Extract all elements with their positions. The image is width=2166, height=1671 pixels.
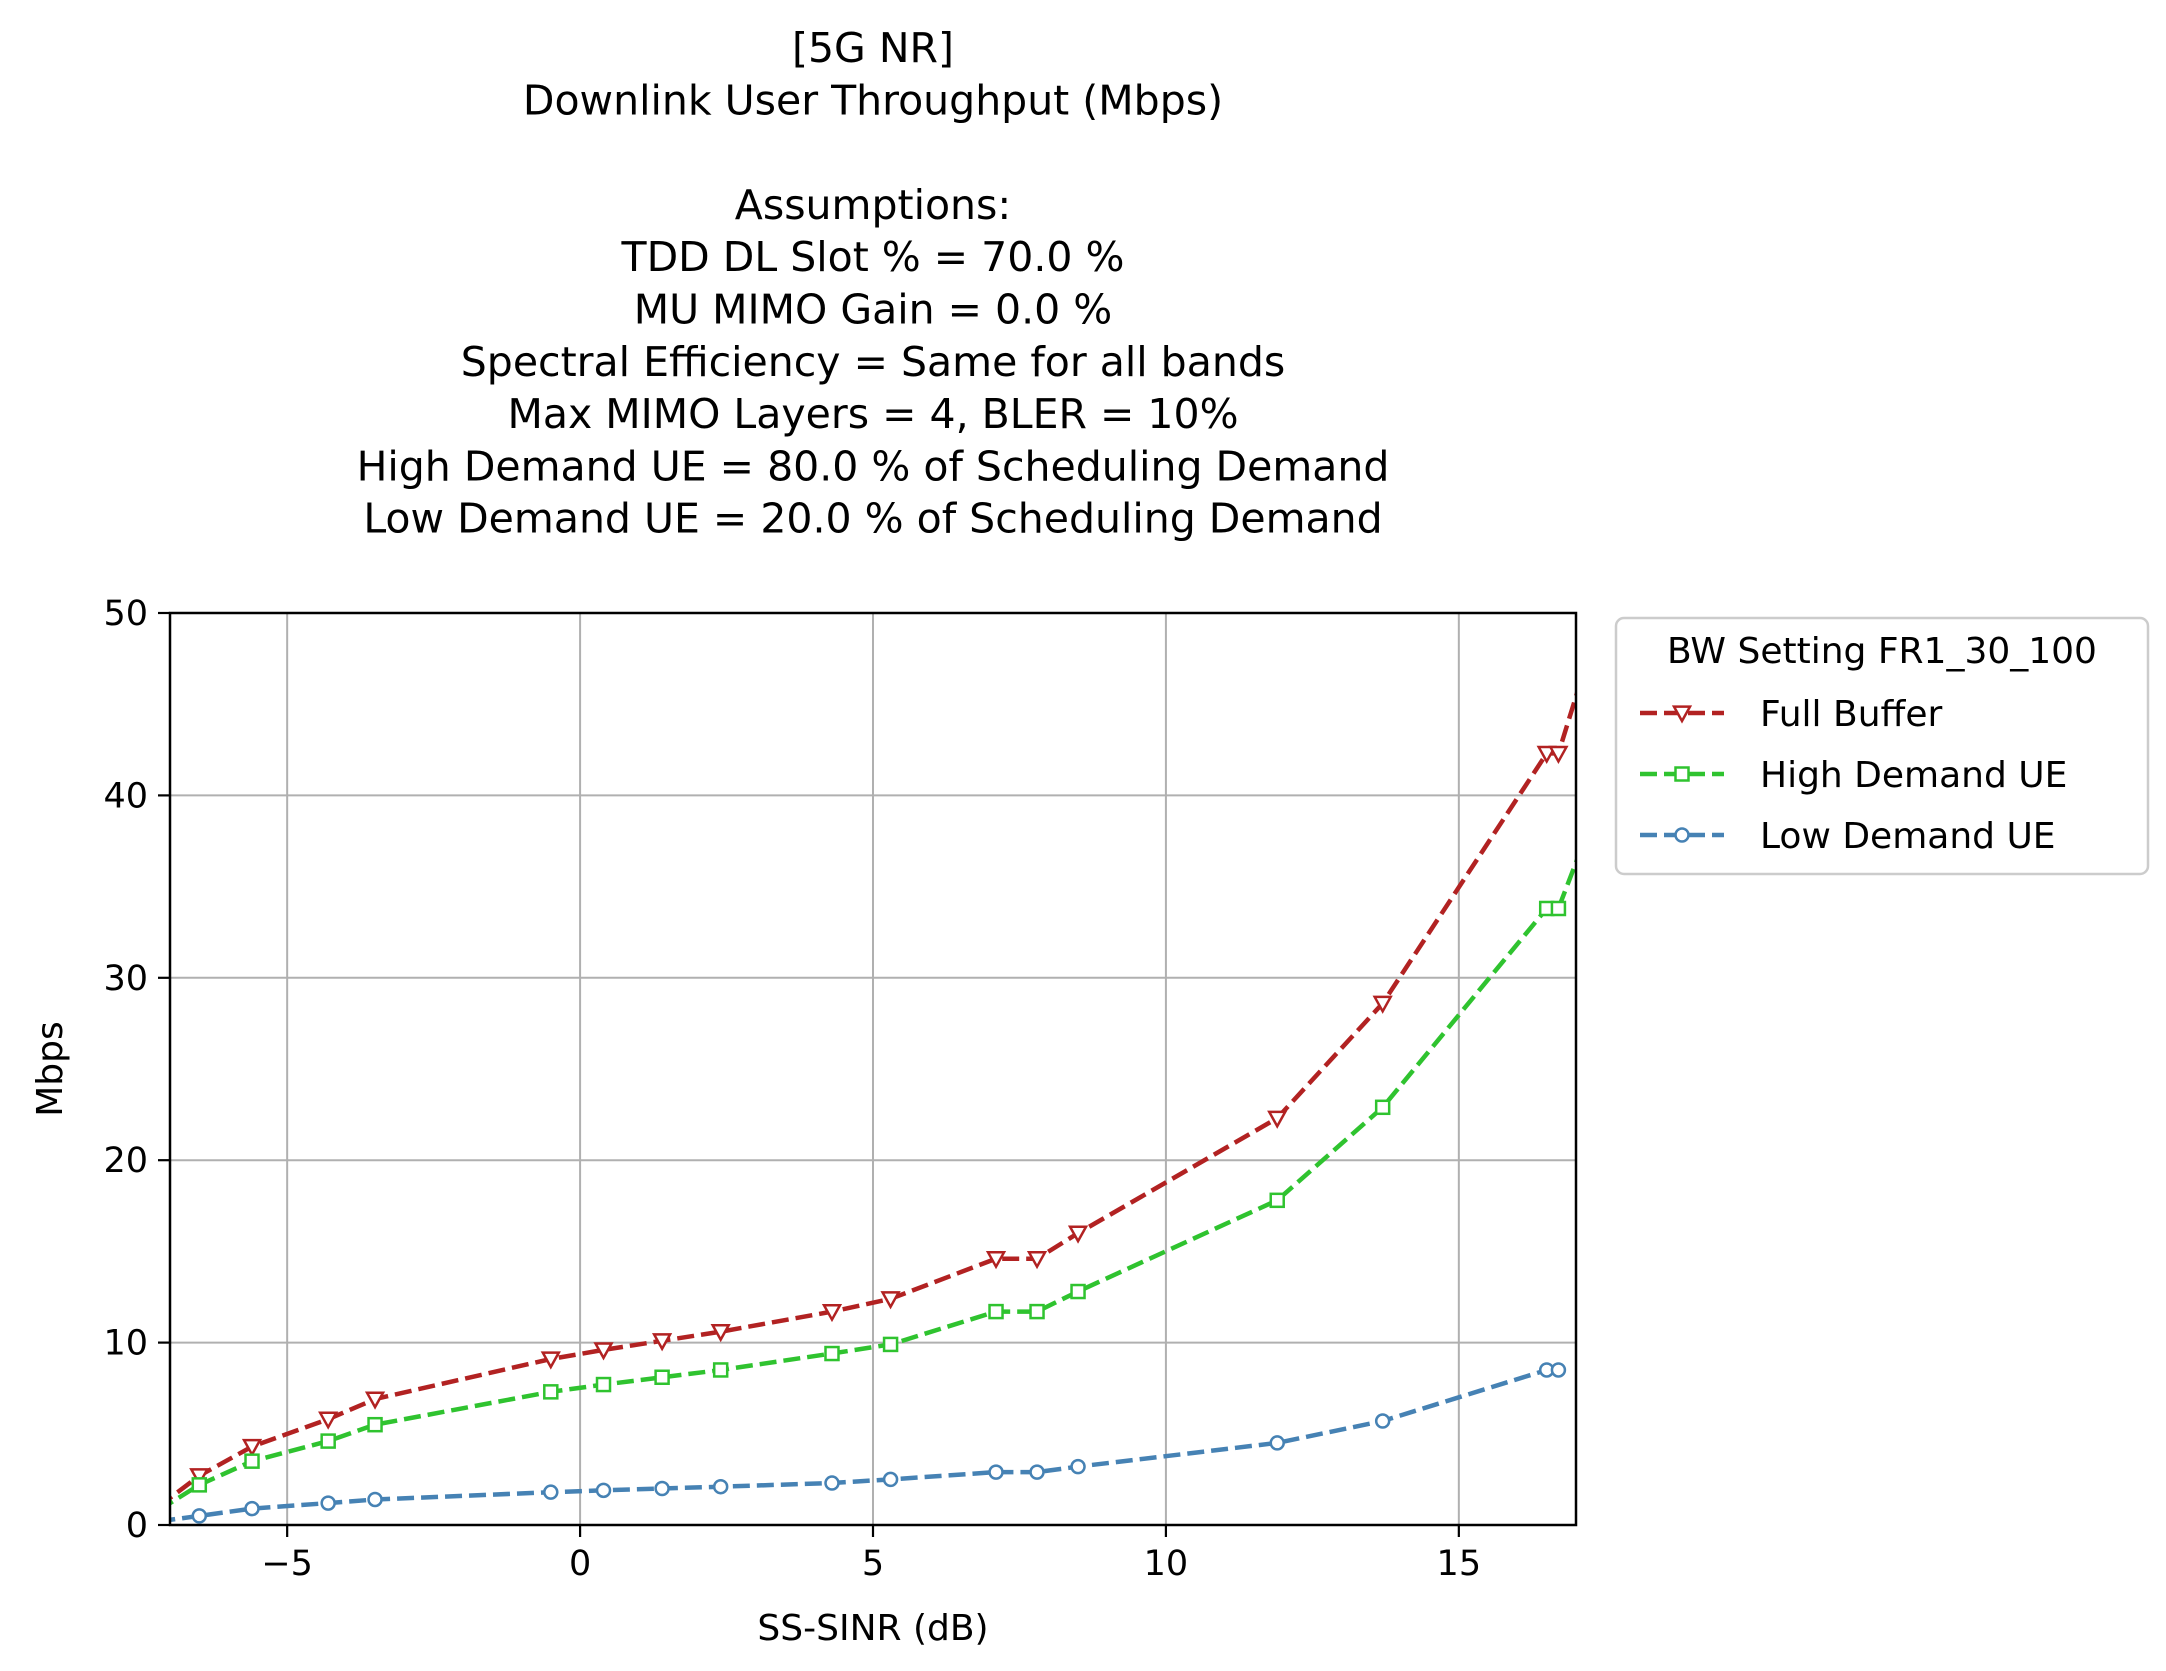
data-point	[882, 1471, 899, 1488]
y-tick-label: 30	[103, 959, 148, 999]
x-tick-label: 5	[862, 1544, 884, 1584]
data-point	[988, 1464, 1004, 1480]
legend-entries: Full Buffer High Demand UE Low Demand UE	[1640, 694, 2067, 857]
series-2	[170, 1362, 1567, 1524]
data-point	[543, 1484, 559, 1500]
data-point	[651, 1333, 673, 1352]
data-point	[710, 1324, 731, 1343]
y-tick-label: 10	[103, 1324, 148, 1364]
data-point	[367, 1491, 383, 1508]
data-point	[1026, 1251, 1048, 1270]
data-point	[1067, 1225, 1089, 1244]
data-point	[1550, 900, 1567, 917]
y-tick-label: 50	[103, 594, 148, 634]
data-point	[712, 1478, 729, 1495]
x-axis-ticks: −5 0 5 10 15	[261, 1525, 1481, 1584]
title-line: Spectral Efficiency = Same for all bands	[461, 338, 1285, 386]
data-point	[1070, 1283, 1086, 1300]
title-line: Assumptions:	[735, 181, 1011, 229]
data-point	[712, 1362, 729, 1378]
data-point	[191, 1477, 208, 1493]
x-tick-label: 10	[1144, 1544, 1189, 1584]
data-point	[880, 1291, 901, 1310]
data-point	[1536, 745, 1557, 765]
legend-marker	[1674, 766, 1690, 782]
data-point	[320, 1433, 336, 1449]
data-point	[654, 1480, 670, 1497]
x-axis-label: SS-SINR (dB)	[757, 1608, 988, 1649]
y-tick-label: 0	[126, 1506, 148, 1546]
data-point	[821, 1303, 843, 1323]
legend-label: Full Buffer	[1760, 694, 1942, 735]
y-tick-label: 20	[103, 1141, 148, 1181]
legend: BW Setting FR1_30_100 Full Buffer High De…	[1614, 616, 2150, 876]
grid-lines	[170, 612, 1576, 1526]
data-point	[1580, 652, 1596, 666]
data-point	[152, 1504, 165, 1517]
data-point	[150, 1500, 166, 1514]
data-point	[1372, 995, 1393, 1014]
data-point	[1029, 1464, 1045, 1480]
data-point	[882, 1336, 899, 1353]
legend-marker	[1671, 705, 1693, 724]
y-axis-label: Mbps	[30, 1021, 71, 1117]
data-point	[1374, 1099, 1391, 1116]
data-point	[595, 1376, 612, 1393]
legend-title: BW Setting FR1_30_100	[1667, 631, 2097, 672]
data-point	[241, 1438, 263, 1458]
data-point	[189, 1468, 210, 1487]
data-point	[1029, 1303, 1045, 1320]
title-line: Downlink User Throughput (Mbps)	[523, 76, 1223, 124]
data-point	[988, 1303, 1004, 1320]
data-point	[191, 1508, 208, 1524]
data-point	[1070, 1458, 1086, 1475]
legend-entry: High Demand UE	[1640, 755, 2067, 796]
chart-title: [5G NR]Downlink User Throughput (Mbps) As…	[357, 24, 1390, 543]
title-line: Low Demand UE = 20.0 % of Scheduling Dem…	[363, 495, 1382, 543]
data-point	[540, 1351, 561, 1370]
data-point	[1550, 1362, 1567, 1378]
series-1	[152, 825, 1594, 1517]
series-line	[170, 1367, 1559, 1523]
data-point	[244, 1500, 260, 1517]
legend-label: Low Demand UE	[1760, 816, 2056, 857]
legend-label: High Demand UE	[1760, 755, 2067, 796]
title-line: Max MIMO Layers = 4, BLER = 10%	[507, 390, 1238, 438]
data-point	[1374, 1413, 1391, 1429]
data-point	[244, 1453, 260, 1469]
data-point	[824, 1345, 840, 1362]
series-layer	[150, 652, 1596, 1524]
x-tick-label: −5	[261, 1544, 313, 1584]
y-axis-ticks: 0 10 20 30 40 50	[103, 594, 170, 1546]
data-point	[824, 1475, 840, 1491]
title-line: High Demand UE = 80.0 % of Scheduling De…	[357, 442, 1390, 490]
data-point	[1269, 1192, 1285, 1209]
y-tick-label: 40	[103, 776, 148, 816]
data-point	[593, 1342, 614, 1361]
data-point	[1548, 745, 1569, 765]
title-line: MU MIMO Gain = 0.0 %	[634, 286, 1112, 334]
data-point	[595, 1482, 612, 1499]
data-point	[543, 1384, 559, 1400]
legend-entry: Full Buffer	[1640, 694, 1942, 735]
data-point	[654, 1369, 670, 1386]
data-point	[320, 1495, 336, 1511]
data-point	[1581, 825, 1594, 838]
series-0	[150, 652, 1596, 1514]
data-point	[1269, 1435, 1285, 1451]
data-point	[318, 1411, 339, 1430]
title-line: [5G NR]	[792, 24, 954, 72]
x-tick-label: 15	[1437, 1544, 1482, 1584]
legend-box	[1614, 616, 2150, 876]
legend-marker	[1674, 827, 1690, 843]
data-point	[364, 1391, 386, 1410]
x-tick-label: 0	[569, 1544, 591, 1584]
title-line: TDD DL Slot % = 70.0 %	[621, 233, 1125, 281]
data-point	[367, 1416, 383, 1433]
data-point	[985, 1251, 1007, 1270]
data-point	[1267, 1110, 1288, 1129]
legend-entry: Low Demand UE	[1640, 816, 2056, 857]
